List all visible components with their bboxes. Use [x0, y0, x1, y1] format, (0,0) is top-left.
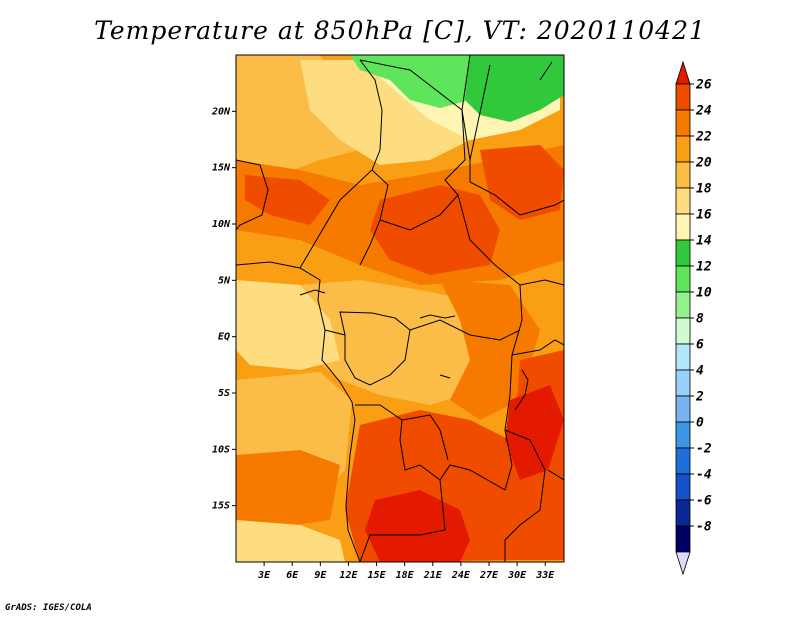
colorbar-swatch: [675, 343, 691, 371]
colorbar-bottom-arrow: [675, 551, 691, 576]
colorbar-label: 12: [696, 260, 712, 275]
region-southern-hotspot: [365, 490, 470, 562]
lon-tick-label: 24E: [451, 570, 471, 581]
lat-tick-label: 20N: [211, 106, 231, 117]
lat-tick-label: 5S: [218, 388, 230, 399]
colorbar-swatch: [675, 109, 691, 137]
colorbar-swatch: [675, 161, 691, 189]
lon-tick-label: 27E: [479, 570, 499, 581]
region-south-coast: [236, 520, 345, 562]
colorbar-swatch: [675, 499, 691, 527]
colorbar-label: 24: [695, 104, 712, 119]
lon-tick-label: 12E: [339, 570, 358, 581]
colorbar-swatch: [675, 473, 691, 501]
colorbar-label: 6: [696, 338, 704, 353]
lon-tick-label: 3E: [257, 570, 271, 581]
lon-tick-label: 18E: [396, 570, 415, 581]
colorbar-label: 18: [696, 182, 712, 197]
lon-tick-label: 33E: [535, 570, 555, 581]
region-gabon-coast: [236, 280, 340, 370]
lat-tick-label: 15N: [212, 163, 231, 174]
colorbar-label: 10: [696, 286, 712, 301]
lat-tick-label: 15S: [212, 501, 230, 512]
colorbar-swatch: [675, 447, 691, 475]
colorbar-swatch: [675, 369, 691, 397]
colorbar-label: 14: [696, 234, 712, 249]
colorbar-label: -4: [696, 468, 712, 483]
colorbar-swatch: [675, 525, 691, 553]
colorbar-label: 8: [696, 312, 704, 327]
colorbar-swatch: [675, 83, 691, 111]
colorbar-label: -2: [696, 442, 712, 457]
lat-tick-label: 5N: [218, 275, 231, 286]
region-mozambique-hot: [505, 385, 564, 480]
colorbar-label: 26: [695, 78, 712, 93]
map-frame: [235, 54, 565, 563]
region-atlantic-sw: [236, 450, 340, 530]
lat-tick-label: EQ: [218, 332, 230, 343]
colorbar-swatch: [675, 135, 691, 163]
lon-tick-label: 21E: [423, 570, 443, 581]
colorbar-swatch: [675, 239, 691, 267]
colorbar-label: 22: [695, 130, 712, 145]
lon-tick-label: 6E: [286, 570, 299, 581]
temperature-field: [236, 55, 564, 562]
credit-text: GrADS: IGES/COLA: [5, 603, 92, 613]
colorbar-label: 20: [695, 156, 712, 171]
region-chad-hot: [480, 145, 564, 220]
region-central-african-republic: [370, 185, 500, 275]
lon-tick-label: 30E: [507, 570, 527, 581]
colorbar-swatch: [675, 187, 691, 215]
colorbar-swatch: [675, 213, 691, 241]
region-congo-basin: [300, 280, 500, 405]
chart-title: Temperature at 850hPa [C], VT: 202011042…: [94, 16, 706, 45]
lat-axis: 20N 15N 10N 5N EQ 5S 10S 15S: [211, 106, 236, 512]
lat-tick-label: 10N: [212, 219, 231, 230]
colorbar-label: -6: [696, 494, 712, 509]
lon-tick-label: 9E: [314, 570, 327, 581]
region-sahara-northeast-green: [465, 55, 564, 122]
lat-tick-label: 10S: [212, 444, 230, 455]
colorbar-swatch: [675, 291, 691, 319]
region-west-africa-hot: [245, 175, 330, 225]
colorbar-label: -8: [696, 520, 712, 535]
boundaries: [236, 55, 564, 562]
region-eastern-congo: [440, 280, 540, 420]
lon-axis: 3E 6E 9E 12E 15E 18E 21E 24E 27E 30E 33E: [257, 562, 555, 581]
colorbar-label: 2: [695, 390, 704, 405]
lon-tick-label: 15E: [368, 570, 387, 581]
colorbar-label: 0: [696, 416, 704, 431]
colorbar-swatch: [675, 317, 691, 345]
colorbar-top-arrow: [675, 60, 691, 85]
colorbar-label: 16: [696, 208, 712, 223]
colorbar-swatch: [675, 395, 691, 423]
colorbar-swatch: [675, 421, 691, 449]
colorbar-swatch: [675, 265, 691, 293]
colorbar-label: 4: [696, 364, 704, 379]
region-sahara-north-green: [350, 55, 470, 108]
